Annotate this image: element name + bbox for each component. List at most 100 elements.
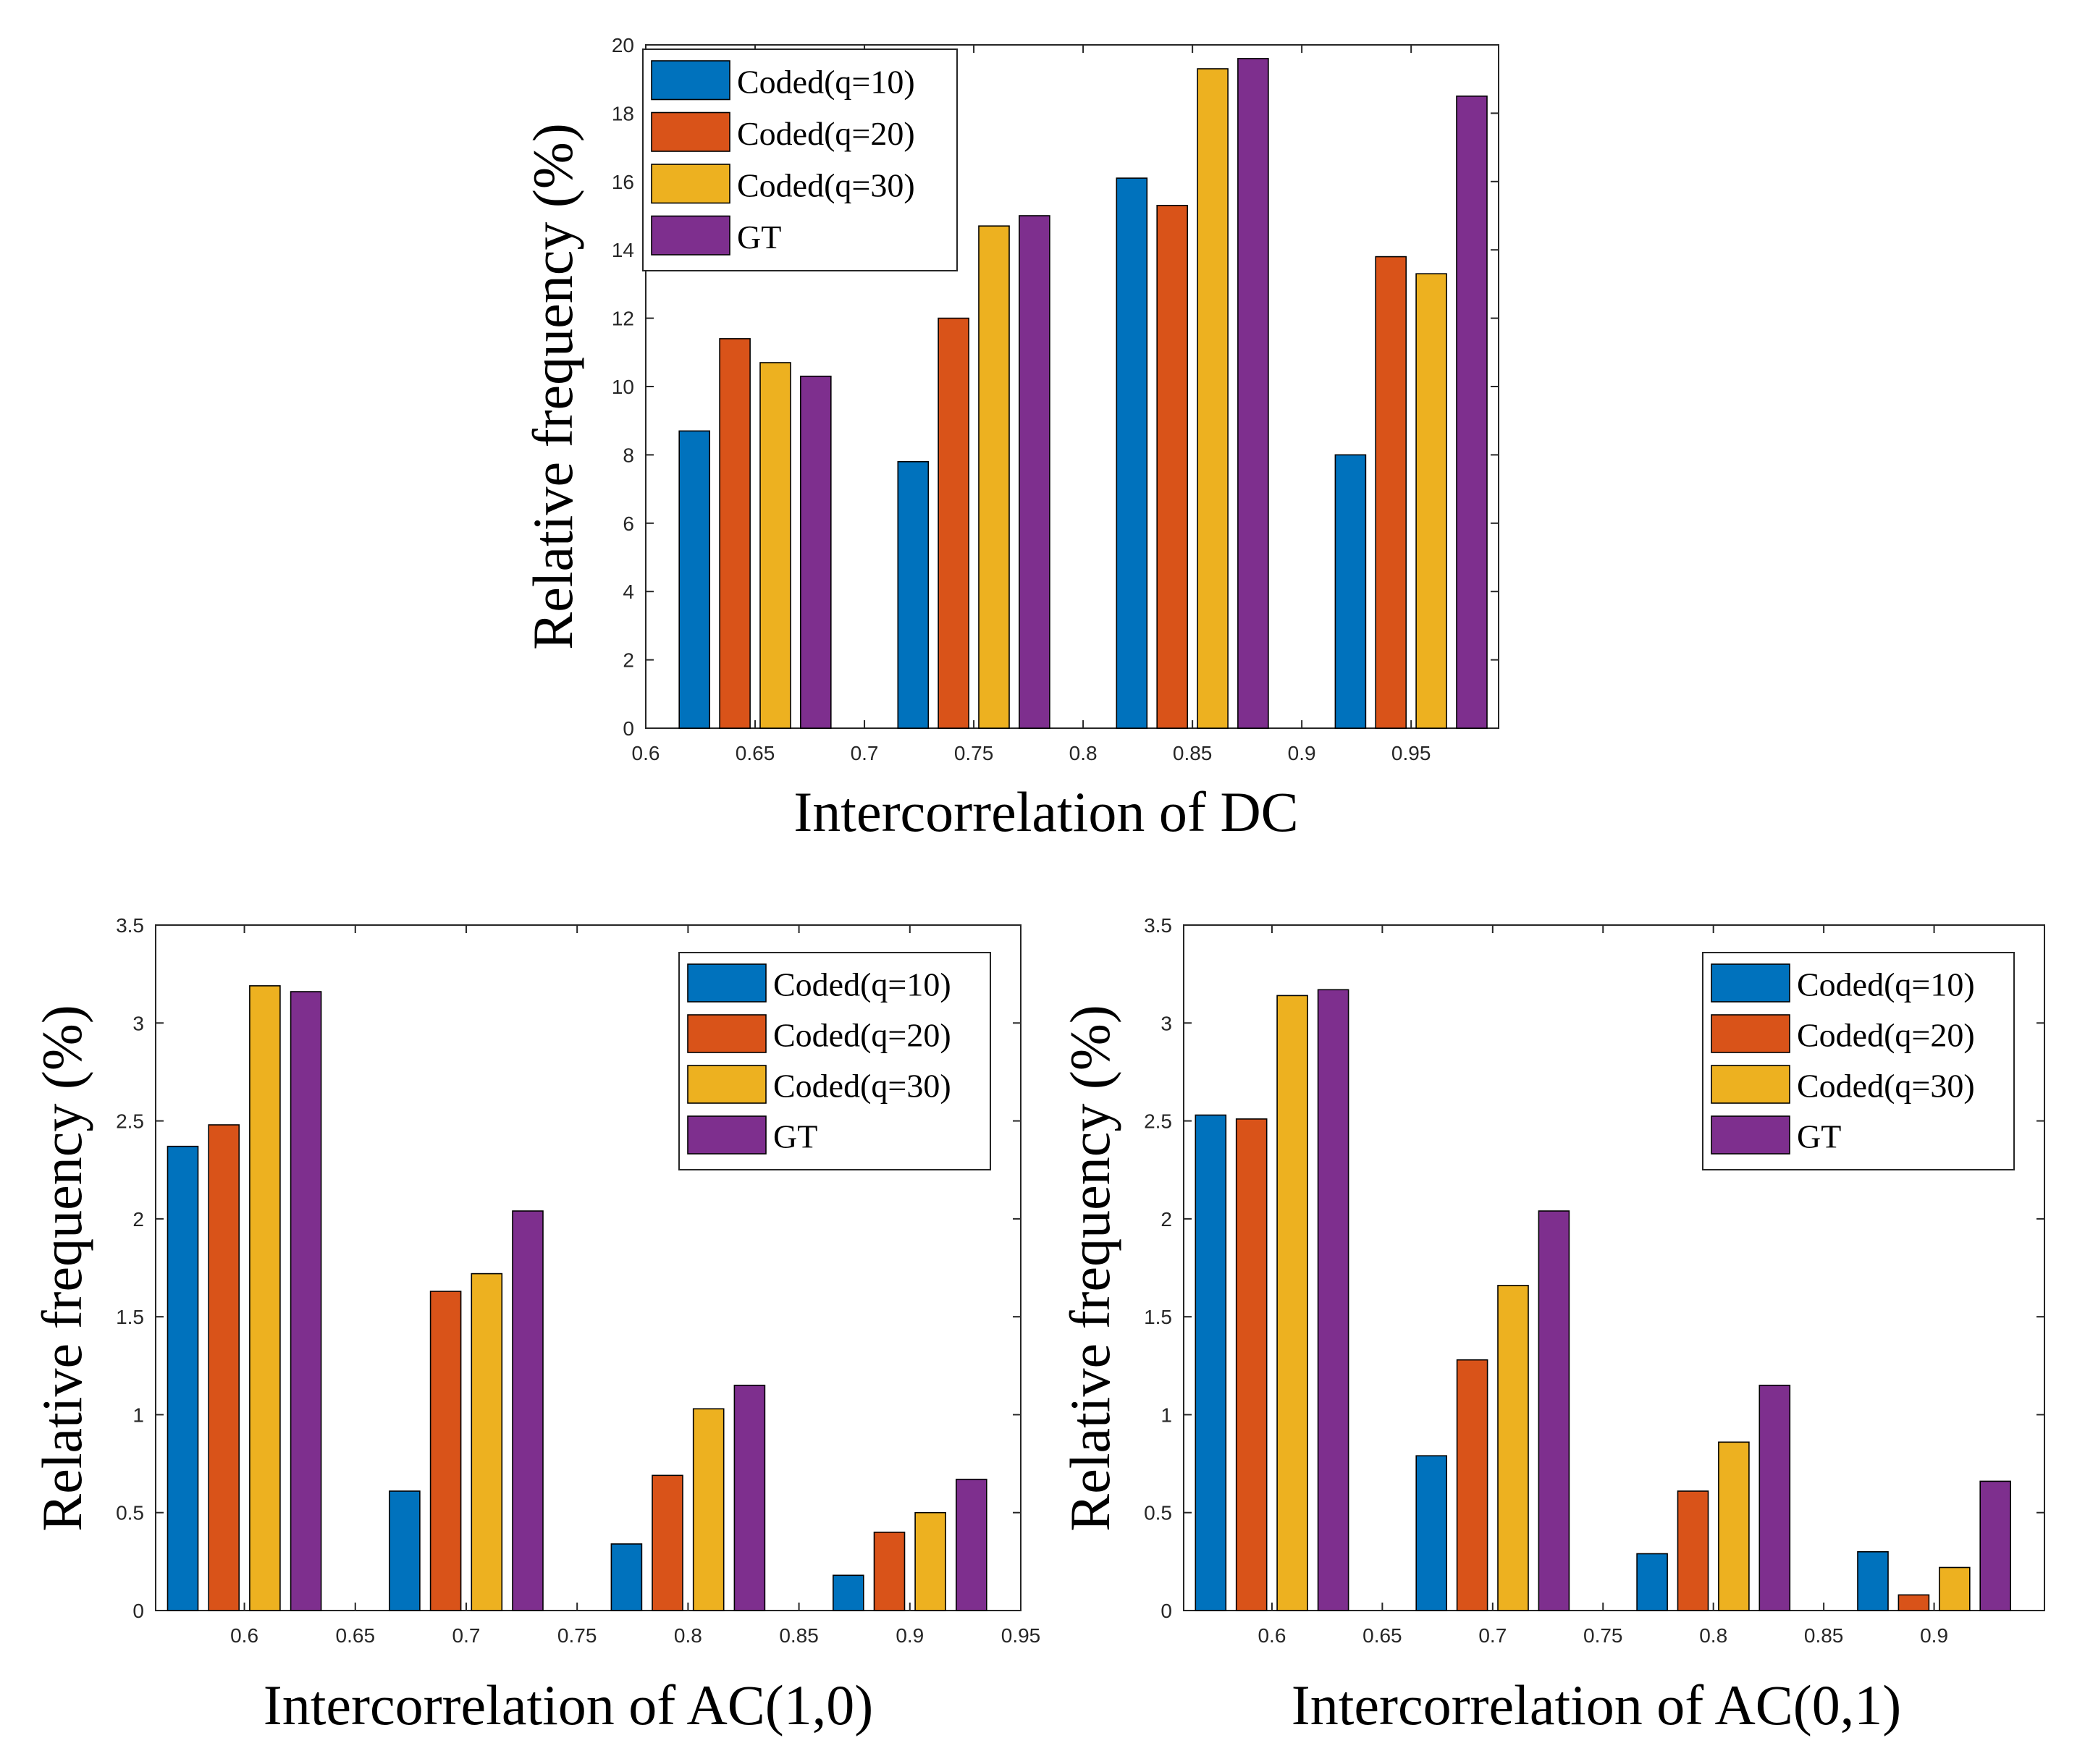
legend-label: Coded(q=20): [1797, 1017, 1975, 1054]
y-tick-label: 14: [612, 239, 634, 261]
y-tick-label: 1.5: [1144, 1306, 1172, 1328]
legend-label: Coded(q=20): [773, 1017, 951, 1054]
y-tick-label: 0: [132, 1600, 144, 1622]
bar-gt-2: [733, 1385, 766, 1611]
x-tick-label: 0.95: [1391, 742, 1431, 764]
bar-coded-q-20--2: [1156, 204, 1188, 729]
bar-coded-q-30--3: [1939, 1566, 1971, 1611]
x-tick-label: 0.75: [557, 1624, 597, 1647]
y-tick-label: 3: [1161, 1012, 1172, 1034]
x-tick-label: 0.9: [1288, 742, 1316, 764]
bar-gt-0: [290, 991, 322, 1611]
legend-swatch: [651, 164, 730, 204]
x-tick-label: 0.6: [1258, 1624, 1286, 1647]
x-tick-label: 0.95: [1001, 1624, 1041, 1647]
y-tick-label: 8: [623, 444, 634, 466]
legend-label: Coded(q=10): [737, 64, 915, 101]
y-tick-label: 1: [132, 1404, 144, 1426]
bar-coded-q-20--0: [719, 338, 751, 729]
bar-coded-q-30--1: [1497, 1285, 1529, 1611]
bar-gt-1: [1538, 1210, 1570, 1611]
y-tick-label: 20: [612, 34, 634, 56]
bar-coded-q-10--2: [1636, 1553, 1668, 1611]
bar-coded-q-30--3: [1415, 273, 1447, 729]
legend: Coded(q=10) Coded(q=20) Coded(q=30) GT: [1702, 952, 2015, 1170]
x-tick-label: 0.7: [1478, 1624, 1507, 1647]
y-tick-label: 1.5: [116, 1306, 144, 1328]
x-tick-label: 0.85: [779, 1624, 819, 1647]
bar-coded-q-10--2: [1116, 177, 1148, 729]
bar-coded-q-20--2: [652, 1474, 683, 1611]
y-tick-label: 3.5: [116, 914, 144, 937]
bar-coded-q-10--1: [897, 460, 930, 729]
y-tick-label: 2: [1161, 1208, 1172, 1231]
bar-coded-q-10--3: [1857, 1551, 1889, 1611]
y-tick-label: 0.5: [116, 1502, 144, 1524]
legend-label: Coded(q=20): [737, 115, 915, 152]
bar-coded-q-20--1: [1456, 1359, 1488, 1611]
legend-label: GT: [737, 219, 781, 256]
x-tick-label: 0.9: [1920, 1624, 1948, 1647]
legend-label: Coded(q=30): [1797, 1068, 1975, 1105]
y-axis-label: Relative frequency (%): [1058, 1005, 1121, 1532]
bar-coded-q-30--2: [692, 1408, 725, 1611]
legend: Coded(q=10) Coded(q=20) Coded(q=30) GT: [642, 48, 958, 271]
x-tick-label: 0.9: [896, 1624, 924, 1647]
x-tick-label: 0.8: [1699, 1624, 1727, 1647]
x-tick-label: 0.75: [954, 742, 994, 764]
bar-coded-q-20--0: [208, 1124, 240, 1611]
y-tick-label: 2.5: [1144, 1110, 1172, 1133]
bar-coded-q-30--1: [978, 225, 1010, 729]
y-tick-label: 0.5: [1144, 1502, 1172, 1524]
x-axis-label: Intercorrelation of AC(0,1): [1292, 1674, 1902, 1736]
bar-gt-0: [1317, 989, 1349, 1611]
y-tick-label: 0: [623, 717, 634, 740]
x-tick-label: 0.6: [230, 1624, 258, 1647]
y-tick-label: 6: [623, 512, 634, 535]
legend-swatch: [651, 111, 730, 152]
legend-swatch: [687, 1065, 767, 1104]
x-tick-label: 0.8: [1069, 742, 1098, 764]
legend-swatch: [1711, 1014, 1790, 1053]
legend-label: GT: [1797, 1118, 1841, 1155]
y-tick-label: 1: [1161, 1404, 1172, 1426]
bar-coded-q-10--3: [833, 1574, 864, 1611]
x-axis-label: Intercorrelation of DC: [793, 780, 1298, 843]
bar-gt-1: [1019, 215, 1050, 729]
bar-coded-q-20--0: [1235, 1118, 1268, 1611]
legend-label: Coded(q=10): [1797, 966, 1975, 1003]
x-tick-label: 0.75: [1583, 1624, 1623, 1647]
legend-swatch: [1711, 963, 1790, 1003]
bar-coded-q-10--2: [610, 1543, 643, 1611]
legend-label: Coded(q=30): [773, 1068, 951, 1105]
bar-coded-q-10--0: [678, 430, 711, 729]
chart-ac10: 0.6 0.65 0.7 0.75 0.8 0.85 0.9 0.95 0 0.5 1 1.5 2 2.5…: [30, 914, 1040, 1736]
x-tick-label: 0.6: [632, 742, 660, 764]
x-tick-label: 0.7: [452, 1624, 481, 1647]
x-tick-label: 0.85: [1804, 1624, 1844, 1647]
bar-coded-q-30--2: [1718, 1441, 1750, 1611]
legend: Coded(q=10) Coded(q=20) Coded(q=30) GT: [678, 952, 991, 1170]
y-tick-label: 0: [1161, 1600, 1172, 1622]
bar-coded-q-20--3: [1897, 1594, 1930, 1611]
y-tick-label: 3: [132, 1012, 144, 1034]
y-tick-label: 3.5: [1144, 914, 1172, 937]
bar-gt-2: [1758, 1385, 1791, 1611]
legend-swatch: [1711, 1115, 1790, 1155]
bar-coded-q-20--3: [1375, 256, 1407, 729]
x-tick-label: 0.8: [674, 1624, 702, 1647]
x-tick-label: 0.7: [851, 742, 879, 764]
y-tick-label: 2: [132, 1208, 144, 1231]
bar-coded-q-30--3: [914, 1511, 946, 1611]
bar-coded-q-30--0: [1276, 995, 1308, 1611]
bar-coded-q-30--0: [249, 985, 281, 1611]
bar-coded-q-10--1: [389, 1490, 421, 1611]
y-tick-label: 12: [612, 308, 634, 330]
chart-dc: 0.6 0.65 0.7 0.75 0.8 0.85 0.9 0.95 0 2 4 6 8 10 12 14 1…: [521, 34, 1499, 843]
bar-gt-0: [800, 375, 832, 729]
y-tick-label: 10: [612, 376, 634, 398]
y-tick-label: 18: [612, 102, 634, 125]
legend-label: Coded(q=10): [773, 966, 951, 1003]
bar-coded-q-30--0: [759, 362, 791, 729]
